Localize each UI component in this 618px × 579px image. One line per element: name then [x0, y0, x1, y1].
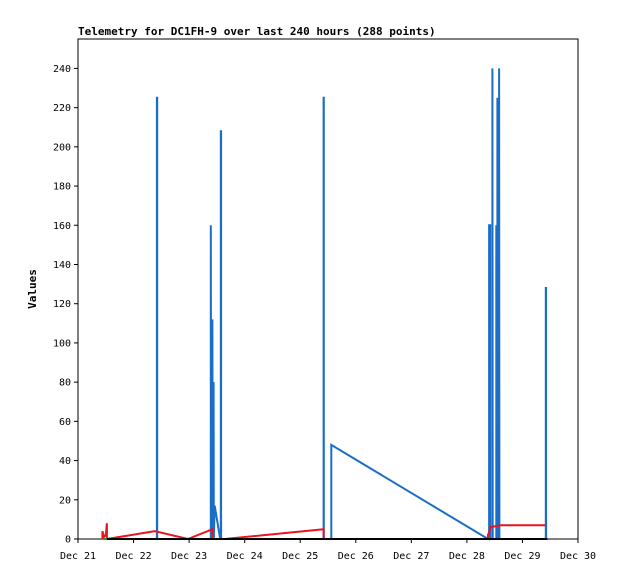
y-tick-label: 60 [59, 417, 71, 428]
y-axis-label: Values [26, 269, 39, 309]
y-tick-label: 240 [53, 64, 71, 75]
x-tick-label: Dec 26 [338, 551, 374, 562]
series-line-0 [155, 68, 548, 541]
y-tick-label: 180 [53, 182, 71, 193]
y-tick-label: 40 [59, 456, 71, 467]
y-tick-label: 20 [59, 495, 71, 506]
y-tick-label: 200 [53, 142, 71, 153]
x-tick-label: Dec 21 [60, 551, 96, 562]
y-tick-label: 0 [65, 535, 71, 546]
x-tick-label: Dec 30 [560, 551, 596, 562]
series-layer [101, 68, 548, 541]
x-tick-label: Dec 25 [282, 551, 318, 562]
x-tick-label: Dec 27 [393, 551, 429, 562]
x-tick-label: Dec 22 [115, 551, 151, 562]
chart-title: Telemetry for DC1FH-9 over last 240 hour… [78, 25, 436, 38]
y-tick-label: 80 [59, 378, 71, 389]
x-axis-ticks: Dec 21 Dec 22 Dec 23 Dec 24 Dec 25 Dec 26 Dec … [60, 539, 596, 562]
y-tick-label: 120 [53, 299, 71, 310]
y-axis-ticks: 0 20 40 60 80 100 120 140 160 180 200 220 240 [53, 64, 78, 546]
x-tick-label: Dec 24 [227, 551, 263, 562]
x-tick-label: Dec 29 [504, 551, 540, 562]
y-tick-label: 160 [53, 221, 71, 232]
x-tick-label: Dec 23 [171, 551, 207, 562]
y-tick-label: 100 [53, 338, 71, 349]
plot-area-frame [77, 38, 579, 540]
x-tick-label: Dec 28 [449, 551, 485, 562]
y-tick-label: 220 [53, 103, 71, 114]
y-tick-label: 140 [53, 260, 71, 271]
